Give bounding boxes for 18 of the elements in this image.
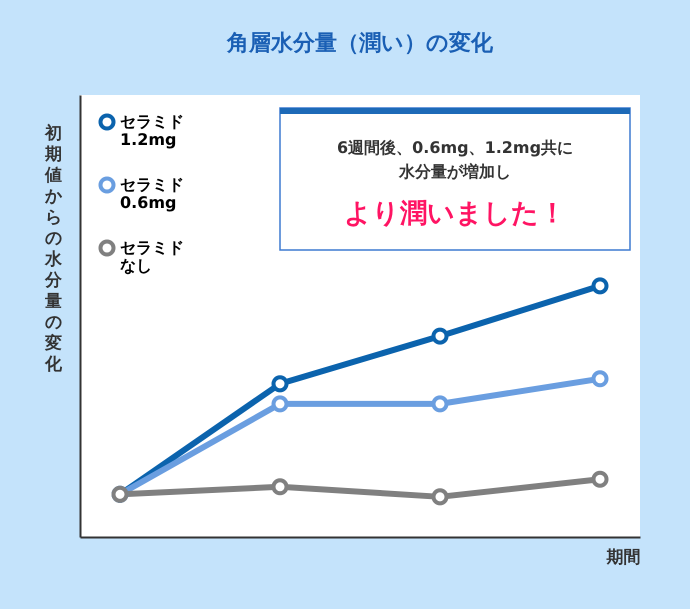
- legend-label: セラミド1.2mg: [120, 112, 184, 149]
- point: [431, 395, 449, 412]
- chart-title: 角層水分量（潤い）の変化: [226, 30, 494, 56]
- point: [271, 395, 289, 412]
- point: [591, 470, 609, 488]
- text: 6週間後、0.6mg、1.2mg共に: [336, 138, 574, 157]
- x-axis-title: 期間: [606, 548, 640, 568]
- point: [431, 488, 449, 506]
- text: 初期値からの水分量の変化: [45, 124, 62, 374]
- text: 水分量が増加し: [398, 162, 511, 181]
- point: [591, 370, 609, 388]
- point: [431, 328, 449, 345]
- legend-label: セラミドなし: [120, 238, 184, 275]
- legend-label: セラミド0.6mg: [120, 175, 184, 212]
- point: [271, 375, 289, 392]
- point: [591, 277, 609, 294]
- point: [271, 478, 289, 496]
- text: より潤いました！: [344, 198, 566, 229]
